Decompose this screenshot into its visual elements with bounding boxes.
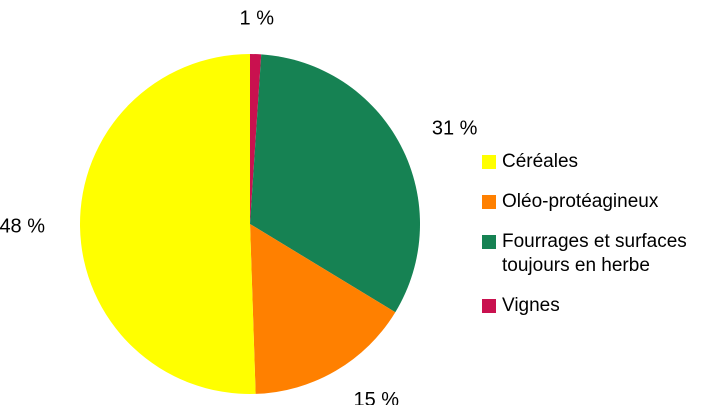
legend-swatch — [482, 155, 496, 169]
legend-label: Fourrages et surfaces toujours en herbe — [502, 231, 687, 276]
legend-item: Vignes — [480, 294, 710, 318]
legend-label: Céréales — [502, 151, 579, 172]
legend-swatch — [482, 299, 496, 313]
legend-label: Vignes — [502, 295, 560, 316]
legend-swatch — [482, 195, 496, 209]
pie-slice — [79, 54, 256, 394]
legend-item: Fourrages et surfaces toujours en herbe — [480, 230, 710, 278]
legend-label: Oléo-protéagineux — [502, 191, 659, 212]
pie-slice — [250, 54, 262, 224]
data-label: 15 % — [353, 389, 399, 405]
legend-item: Céréales — [480, 150, 710, 174]
data-label: 1 % — [240, 7, 275, 29]
legend: Céréales Oléo-protéagineux Fourrages et su… — [480, 150, 710, 334]
legend-swatch — [482, 235, 496, 249]
legend-item: Oléo-protéagineux — [480, 190, 710, 214]
pie-slice — [250, 54, 420, 313]
pie-slice — [250, 224, 396, 394]
data-label: 31 % — [432, 118, 478, 140]
data-label: 48 % — [0, 216, 45, 238]
